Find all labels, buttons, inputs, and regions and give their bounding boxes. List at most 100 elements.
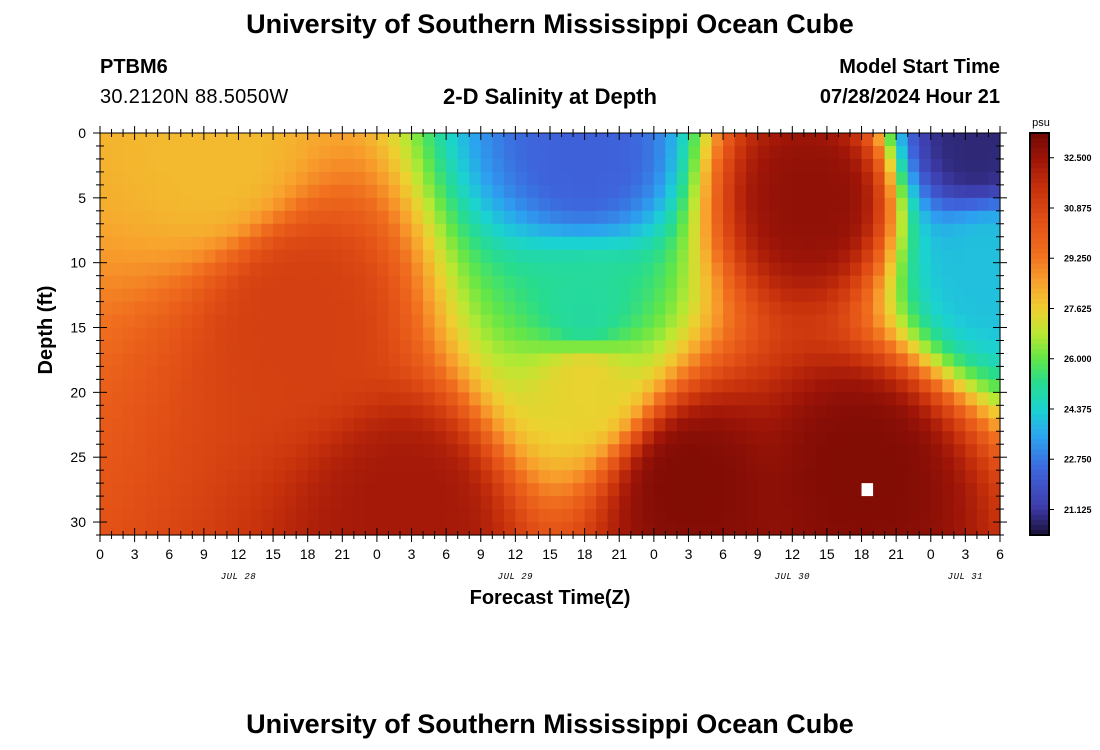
heatmap-cell [619, 340, 632, 355]
heatmap-cell [330, 379, 343, 393]
x-tick-label: 18 [300, 546, 316, 562]
heatmap-cell [746, 275, 759, 290]
heatmap-cell [930, 431, 943, 445]
heatmap-cell [353, 366, 366, 380]
heatmap-cell [792, 288, 805, 303]
heatmap-cell [169, 405, 182, 419]
heatmap-cell [123, 509, 136, 523]
heatmap-cell [584, 483, 597, 497]
heatmap-cell [469, 327, 482, 342]
heatmap-cell [457, 249, 470, 264]
colorbar-cell [1030, 183, 1049, 189]
heatmap-cell [480, 249, 493, 264]
heatmap-cell [803, 418, 816, 432]
heatmap-cell [192, 133, 205, 147]
heatmap-cell [780, 509, 793, 523]
heatmap-cell [653, 366, 666, 380]
heatmap-cell [203, 301, 216, 316]
colorbar-cell [1030, 514, 1049, 521]
heatmap-cell [215, 366, 228, 380]
heatmap-cell [573, 392, 586, 406]
heatmap-cell [723, 327, 736, 342]
heatmap-cell [665, 509, 678, 523]
heatmap-cell [884, 314, 897, 329]
heatmap-cell [826, 145, 840, 160]
heatmap-cell [180, 470, 193, 484]
heatmap-cell [215, 405, 228, 419]
heatmap-cell [238, 483, 251, 497]
heatmap-cell [861, 236, 874, 251]
heatmap-cell [988, 223, 1001, 238]
heatmap-cell [342, 366, 355, 380]
heatmap-cell [492, 262, 505, 277]
heatmap-cell [850, 158, 863, 173]
heatmap-cell [688, 314, 701, 329]
heatmap-cell [226, 288, 240, 303]
heatmap-cell [665, 431, 678, 445]
model-start-label: Model Start Time [839, 56, 1000, 78]
heatmap-cell [734, 405, 747, 419]
heatmap-cell [250, 171, 263, 186]
heatmap-cell [526, 301, 540, 316]
heatmap-cell [503, 314, 516, 329]
heatmap-cell [273, 340, 286, 355]
heatmap-cell [411, 158, 424, 173]
heatmap-cell [261, 431, 274, 445]
heatmap-cell [480, 210, 493, 225]
heatmap-cell [515, 444, 528, 458]
heatmap-cell [596, 405, 609, 419]
heatmap-cell [365, 288, 378, 303]
heatmap-cell [965, 353, 978, 368]
heatmap-cell [226, 275, 240, 290]
heatmap-cell [538, 418, 551, 432]
heatmap-cell [400, 301, 413, 316]
heatmap-cell [769, 366, 782, 380]
heatmap-cell [434, 366, 447, 380]
heatmap-cell [815, 392, 828, 406]
heatmap-cell [261, 223, 274, 238]
heatmap-cell [284, 392, 297, 406]
heatmap-cell [965, 301, 978, 316]
heatmap-cell [134, 509, 147, 523]
heatmap-cell [653, 483, 666, 497]
date-labels: JUL 28 JUL 29 JUL 30 JUL 31 [221, 572, 983, 582]
heatmap-cell [457, 301, 470, 316]
heatmap-cell [215, 522, 228, 536]
heatmap-cell [157, 405, 170, 419]
heatmap-cell [307, 327, 320, 342]
heatmap-cell [723, 496, 736, 510]
heatmap-cell [630, 340, 643, 355]
heatmap-cell [757, 210, 770, 225]
heatmap-cell [596, 392, 609, 406]
heatmap-cell [411, 418, 424, 432]
heatmap-cell [388, 184, 401, 199]
heatmap-cell [100, 223, 113, 238]
heatmap-cell [376, 522, 390, 536]
heatmap-cell [273, 262, 286, 277]
heatmap-cell [423, 353, 436, 368]
heatmap-cell [296, 470, 309, 484]
colorbar-cell [1030, 519, 1049, 526]
heatmap-cell [619, 431, 632, 445]
heatmap-cell [976, 133, 990, 147]
heatmap-cell [134, 392, 147, 406]
heatmap-cell [526, 275, 540, 290]
heatmap-cell [180, 431, 193, 445]
heatmap-cell [123, 327, 136, 342]
heatmap-cell [734, 431, 747, 445]
heatmap-cell [746, 210, 759, 225]
x-tick-label: 0 [96, 546, 104, 562]
heatmap-cell [919, 418, 932, 432]
heatmap-cell [596, 327, 609, 342]
x-tick-label: 12 [231, 546, 247, 562]
heatmap-cell [296, 327, 309, 342]
heatmap-cell [538, 275, 551, 290]
heatmap-cell [815, 353, 828, 368]
heatmap-cell [376, 249, 390, 264]
heatmap-cell [446, 392, 459, 406]
heatmap-cell [411, 275, 424, 290]
heatmap-cell [596, 496, 609, 510]
heatmap-cell [238, 405, 251, 419]
heatmap-cell [688, 197, 701, 212]
heatmap-cell [942, 509, 955, 523]
